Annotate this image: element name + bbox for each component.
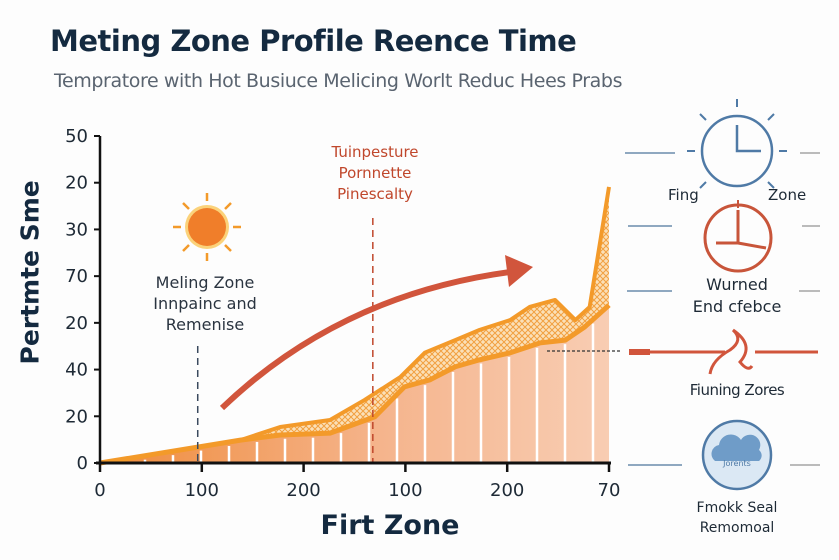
clock-label-left: Fing [668, 186, 699, 204]
flame-icon [629, 328, 818, 375]
chart-title: Meting Zone Profile Reence Time [50, 24, 577, 58]
y-axis-label: Pertmte Sme [15, 180, 45, 365]
sun-icon [173, 193, 241, 261]
hatched-band [240, 186, 609, 441]
annotation-center-line: Pornnette [338, 164, 412, 182]
y-tick-label: 20 [65, 313, 88, 334]
item2-line: End cfebce [692, 297, 782, 316]
series-line-lower [99, 303, 611, 466]
item3-label: Fiuning Zores [689, 381, 785, 399]
cloud-label: Jorents [723, 459, 751, 468]
x-tick-label: 70 [598, 480, 621, 501]
x-axis-label: Firt Zone [320, 510, 460, 541]
annotation-center-line: Pinescalty [337, 185, 413, 203]
clock-label-right: Zone [768, 186, 807, 204]
y-tick-label: 70 [65, 266, 88, 287]
clock-icon [687, 99, 787, 189]
x-tick-label: 0 [94, 480, 105, 501]
annotation-center: Tuinpesture Pornnette Pinescalty [310, 142, 440, 205]
item2-label: Wurned End cfebce [672, 274, 802, 318]
y-tick-label: 20 [65, 406, 88, 427]
y-tick-label: 0 [77, 453, 88, 474]
annotation-left-line: Remenise [165, 315, 245, 334]
y-tick-label: 40 [65, 360, 88, 381]
right-panel-graphics [547, 99, 820, 491]
trend-arrow [219, 269, 511, 411]
trend-arrow-head [505, 255, 533, 287]
cloud-icon [701, 419, 773, 491]
y-tick-label: 30 [65, 219, 88, 240]
y-tick-label: 20 [65, 173, 88, 194]
x-tick-label: 200 [490, 480, 524, 501]
item4-label: Fmokk Seal Remomoal [672, 498, 802, 538]
chart-subtitle: Tempratore with Hot Busiuce Melicing Wor… [54, 70, 623, 92]
x-tick-label: 200 [286, 480, 320, 501]
annotation-center-line: Tuinpesture [331, 143, 419, 161]
x-tick-label: 100 [185, 480, 219, 501]
annotation-left-line: Meling Zone [155, 273, 255, 292]
annotation-left-line: Innpainc and [153, 294, 257, 313]
alarm-clock-icon [703, 200, 773, 273]
series-line-upper [239, 186, 611, 443]
x-tick-label: 100 [388, 480, 422, 501]
y-tick-label: 50 [65, 126, 88, 147]
item4-line: Remomoal [699, 520, 775, 536]
annotation-left: Meling Zone Innpainc and Remenise [130, 272, 280, 335]
item4-line: Fmokk Seal [696, 500, 778, 516]
item2-line: Wurned [706, 275, 768, 294]
